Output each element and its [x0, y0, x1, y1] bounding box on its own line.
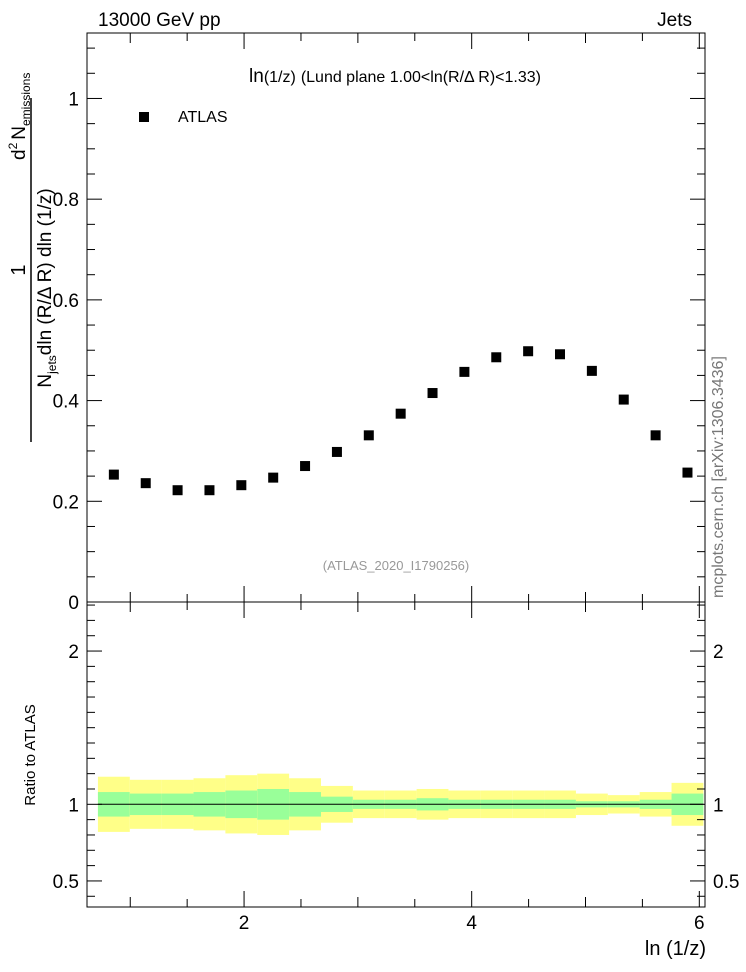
- data-point: [491, 352, 502, 363]
- ylabel-one: 1: [8, 264, 30, 275]
- data-point: [427, 388, 438, 399]
- side-label: mcplots.cern.ch [arXiv:1306.3436]: [710, 356, 727, 598]
- plot-title: ln(1/z) (Lund plane 1.00<ln(R/Δ R)<1.33): [249, 66, 541, 87]
- main-axis-ticks: 0 0.2 0.4 0.6 0.8 1: [53, 33, 705, 614]
- ylabel-denominator: Njetsdln (R/Δ R) dln (1/z): [35, 188, 59, 387]
- ratio-y-tick-label-right: 2: [713, 642, 724, 663]
- x-tick-label: 4: [466, 913, 477, 934]
- ylabel-den: Njetsdln (R/Δ R) dln (1/z): [35, 188, 59, 387]
- header-left: 13000 GeV pp: [98, 10, 221, 31]
- main-y-tick-label: 0.4: [53, 392, 80, 413]
- data-point: [555, 349, 566, 360]
- data-point: [172, 485, 183, 496]
- data-point: [650, 430, 661, 441]
- data-point: [682, 467, 693, 478]
- data-point: [363, 430, 374, 441]
- data-points: [108, 346, 693, 496]
- data-point: [459, 366, 470, 377]
- ratio-y-tick-label-right: 0.5: [713, 872, 739, 893]
- ratio-panel: 0.5 0.5 1 1 2 2 2 4 6 ln (1/z): [53, 601, 739, 960]
- data-point: [395, 408, 406, 419]
- watermark: (ATLAS_2020_I1790256): [323, 558, 469, 573]
- ratio-ylabel: Ratio to ATLAS: [22, 704, 39, 805]
- main-y-tick-label: 0.6: [53, 291, 79, 312]
- ratio-axis-ticks: 0.5 0.5 1 1 2 2 2 4 6: [53, 602, 739, 934]
- data-point: [204, 485, 215, 496]
- ratio-y-tick-label-right: 1: [713, 795, 724, 816]
- data-point: [140, 478, 151, 489]
- ratio-y-tick-label: 0.5: [53, 872, 79, 893]
- data-point: [331, 446, 342, 457]
- data-point: [236, 480, 247, 491]
- main-y-tick-label: 0.8: [53, 190, 79, 211]
- main-panel: ln(1/z) (Lund plane 1.00<ln(R/Δ R)<1.33) …: [53, 32, 706, 614]
- data-point: [268, 472, 279, 483]
- ratio-y-tick-label: 1: [68, 795, 79, 816]
- x-axis-title: ln (1/z): [645, 938, 706, 960]
- ylabel-top-fraction: d2Nemissions: [6, 73, 33, 160]
- data-point: [300, 461, 311, 472]
- ylabel-d2: d2Nemissions: [6, 73, 33, 160]
- x-tick-label: 2: [239, 913, 250, 934]
- data-point: [586, 365, 597, 376]
- ratio-frame: [86, 601, 706, 908]
- ratio-y-tick-label: 2: [68, 642, 79, 663]
- main-y-tick-label: 0.2: [53, 492, 79, 513]
- legend: ATLAS: [139, 109, 228, 126]
- data-point: [618, 394, 629, 405]
- main-y-tick-label: 0: [68, 593, 79, 614]
- data-point: [108, 469, 119, 480]
- main-y-tick-label: 1: [68, 89, 79, 110]
- header-right: Jets: [657, 10, 692, 31]
- data-point: [523, 346, 534, 357]
- main-ylabel: 1 d2Nemissions Njetsdln (R/Δ R) dln (1/z…: [6, 73, 59, 442]
- legend-label: ATLAS: [178, 109, 228, 126]
- legend-marker: [139, 112, 149, 122]
- x-tick-label: 6: [694, 913, 705, 934]
